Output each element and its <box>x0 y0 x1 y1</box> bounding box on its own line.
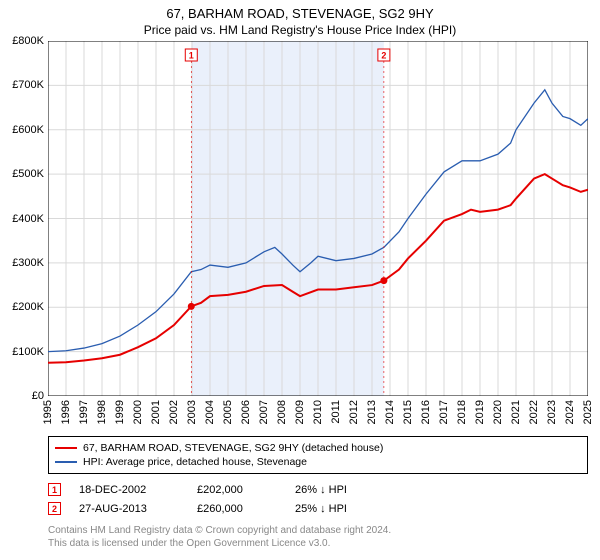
sales-table: 1 18-DEC-2002 £202,000 26% ↓ HPI 2 27-AUG-201… <box>48 480 588 518</box>
legend-swatch <box>55 447 77 449</box>
x-tick-label: 2021 <box>510 400 522 424</box>
x-tick-label: 2017 <box>438 400 450 424</box>
x-tick-label: 2006 <box>240 400 252 424</box>
x-tick-label: 2010 <box>312 400 324 424</box>
page-title: 67, BARHAM ROAD, STEVENAGE, SG2 9HY <box>0 6 600 21</box>
y-tick-label: £600K <box>12 124 44 136</box>
x-tick-label: 2007 <box>258 400 270 424</box>
sale-price: £202,000 <box>197 484 277 496</box>
x-tick-label: 2005 <box>222 400 234 424</box>
x-tick-label: 2019 <box>474 400 486 424</box>
x-tick-label: 1996 <box>60 400 72 424</box>
svg-text:2: 2 <box>381 51 386 61</box>
x-tick-label: 2013 <box>366 400 378 424</box>
x-tick-label: 2024 <box>564 400 576 424</box>
y-tick-label: £200K <box>12 301 44 313</box>
x-tick-label: 2022 <box>528 400 540 424</box>
x-tick-label: 2020 <box>492 400 504 424</box>
legend-label: HPI: Average price, detached house, Stev… <box>83 456 307 468</box>
x-tick-label: 2004 <box>204 400 216 424</box>
y-tick-label: £700K <box>12 79 44 91</box>
x-tick-label: 2012 <box>348 400 360 424</box>
x-tick-label: 2018 <box>456 400 468 424</box>
footer-attribution: Contains HM Land Registry data © Crown c… <box>48 524 588 550</box>
sale-row: 2 27-AUG-2013 £260,000 25% ↓ HPI <box>48 499 588 518</box>
y-tick-label: £500K <box>12 168 44 180</box>
sale-pct: 25% ↓ HPI <box>295 503 385 515</box>
x-tick-label: 2003 <box>186 400 198 424</box>
footer-line: This data is licensed under the Open Gov… <box>48 537 588 550</box>
legend-item: 67, BARHAM ROAD, STEVENAGE, SG2 9HY (det… <box>55 441 581 455</box>
x-tick-label: 2015 <box>402 400 414 424</box>
x-tick-label: 2009 <box>294 400 306 424</box>
x-tick-label: 2011 <box>330 400 342 424</box>
sale-price: £260,000 <box>197 503 277 515</box>
x-tick-label: 2014 <box>384 400 396 424</box>
x-tick-label: 2002 <box>168 400 180 424</box>
x-tick-label: 1999 <box>114 400 126 424</box>
legend-swatch <box>55 461 77 463</box>
y-tick-label: £300K <box>12 257 44 269</box>
y-tick-label: £400K <box>12 213 44 225</box>
x-tick-label: 1997 <box>78 400 90 424</box>
legend: 67, BARHAM ROAD, STEVENAGE, SG2 9HY (det… <box>48 436 588 474</box>
footer-line: Contains HM Land Registry data © Crown c… <box>48 524 588 537</box>
x-tick-label: 2023 <box>546 400 558 424</box>
x-tick-label: 2001 <box>150 400 162 424</box>
sale-marker: 1 <box>48 483 61 496</box>
sale-pct: 26% ↓ HPI <box>295 484 385 496</box>
x-tick-label: 1995 <box>42 400 54 424</box>
y-tick-label: £800K <box>12 35 44 47</box>
x-tick-label: 2000 <box>132 400 144 424</box>
page-subtitle: Price paid vs. HM Land Registry's House … <box>0 23 600 37</box>
sale-date: 27-AUG-2013 <box>79 503 179 515</box>
price-chart: 12 £0£100K£200K£300K£400K£500K£600K£700K… <box>48 41 588 396</box>
x-tick-label: 2025 <box>582 400 594 424</box>
svg-text:1: 1 <box>189 51 194 61</box>
legend-item: HPI: Average price, detached house, Stev… <box>55 455 581 469</box>
y-tick-label: £100K <box>12 346 44 358</box>
x-tick-label: 2016 <box>420 400 432 424</box>
sale-marker: 2 <box>48 502 61 515</box>
x-tick-label: 1998 <box>96 400 108 424</box>
x-tick-label: 2008 <box>276 400 288 424</box>
sale-row: 1 18-DEC-2002 £202,000 26% ↓ HPI <box>48 480 588 499</box>
legend-label: 67, BARHAM ROAD, STEVENAGE, SG2 9HY (det… <box>83 442 383 454</box>
sale-date: 18-DEC-2002 <box>79 484 179 496</box>
